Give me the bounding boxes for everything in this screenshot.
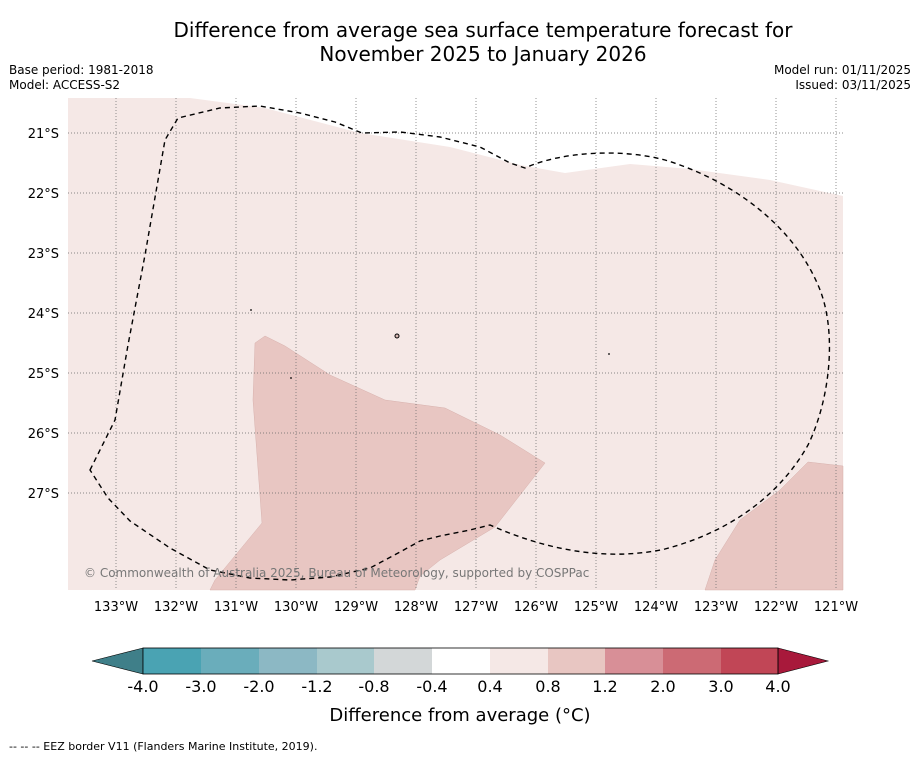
model-run: Model run: 01/11/2025 bbox=[773, 63, 911, 77]
lon-label: 131°W bbox=[214, 600, 258, 615]
island-marker bbox=[290, 377, 292, 379]
lon-label: 133°W bbox=[94, 600, 138, 615]
lon-label: 122°W bbox=[754, 600, 798, 615]
island-marker bbox=[394, 333, 400, 339]
colorbar-segment bbox=[432, 648, 490, 674]
colorbar-tick-label: -2.0 bbox=[243, 677, 274, 696]
anomaly-region-medium-southeast bbox=[704, 461, 844, 591]
colorbar-segment bbox=[548, 648, 605, 674]
lat-label: 25°S bbox=[28, 367, 59, 382]
colorbar-tick-label: -4.0 bbox=[127, 677, 158, 696]
colorbar-segment bbox=[490, 648, 548, 674]
island-marker bbox=[608, 353, 610, 355]
colorbar-extend-low bbox=[91, 647, 144, 675]
lat-label: 24°S bbox=[28, 307, 59, 322]
island-marker bbox=[250, 309, 252, 311]
footnote-eez-legend: -- -- -- EEZ border V11 (Flanders Marine… bbox=[9, 740, 318, 753]
base-period: Base period: 1981-2018 bbox=[9, 63, 154, 77]
colorbar-tick-label: 2.0 bbox=[650, 677, 675, 696]
issued-date: Issued: 03/11/2025 bbox=[795, 78, 911, 92]
map-title: Difference from average sea surface temp… bbox=[0, 18, 919, 66]
colorbar-tick-label: 3.0 bbox=[708, 677, 733, 696]
lat-labels: 21°S 22°S 23°S 24°S 25°S 26°S 27°S bbox=[28, 127, 59, 502]
colorbar-segment bbox=[201, 648, 259, 674]
lon-label: 125°W bbox=[574, 600, 618, 615]
lon-labels: 133°W 132°W 131°W 130°W 129°W 128°W 127°… bbox=[94, 600, 858, 615]
colorbar-segment bbox=[663, 648, 721, 674]
colorbar-tick-label: 1.2 bbox=[592, 677, 617, 696]
copyright-notice: © Commonwealth of Australia 2025, Bureau… bbox=[84, 566, 589, 580]
title-line-1: Difference from average sea surface temp… bbox=[173, 18, 793, 42]
colorbar-tick-label: 4.0 bbox=[765, 677, 790, 696]
colorbar-frame bbox=[142, 647, 779, 675]
colorbar-tick-label: -0.8 bbox=[358, 677, 389, 696]
lat-label: 27°S bbox=[28, 487, 59, 502]
colorbar-segment bbox=[374, 648, 432, 674]
colorbar-tick-label: 0.4 bbox=[477, 677, 502, 696]
colorbar-tick-label: -1.2 bbox=[301, 677, 332, 696]
colorbar-segment bbox=[259, 648, 317, 674]
lat-label: 22°S bbox=[28, 187, 59, 202]
lon-label: 121°W bbox=[814, 600, 858, 615]
meta-right: Model run: 01/11/2025 Issued: 03/11/2025 bbox=[774, 63, 911, 93]
lat-label: 21°S bbox=[28, 127, 59, 142]
lon-label: 123°W bbox=[694, 600, 738, 615]
colorbar-tick-label: -3.0 bbox=[185, 677, 216, 696]
lon-label: 126°W bbox=[514, 600, 558, 615]
lat-label: 26°S bbox=[28, 427, 59, 442]
colorbar-segment bbox=[143, 648, 201, 674]
colorbar: -4.0 -3.0 -2.0 -1.2 -0.8 -0.4 0.4 0.8 1.… bbox=[91, 647, 830, 726]
model-name: Model: ACCESS-S2 bbox=[9, 78, 121, 92]
lon-label: 132°W bbox=[154, 600, 198, 615]
map-panel bbox=[68, 98, 844, 591]
colorbar-segment bbox=[605, 648, 663, 674]
lon-label: 127°W bbox=[454, 600, 498, 615]
lat-label: 23°S bbox=[28, 247, 59, 262]
colorbar-segment bbox=[721, 648, 778, 674]
anomaly-region-medium-central bbox=[209, 335, 546, 591]
colorbar-tick-label: -0.4 bbox=[416, 677, 447, 696]
colorbar-tick-label: 0.8 bbox=[535, 677, 560, 696]
gridlines bbox=[68, 98, 843, 590]
lon-label: 129°W bbox=[334, 600, 378, 615]
colorbar-title: Difference from average (°C) bbox=[329, 705, 590, 726]
title-line-2: November 2025 to January 2026 bbox=[319, 42, 647, 66]
lon-label: 124°W bbox=[634, 600, 678, 615]
colorbar-extend-high bbox=[777, 647, 830, 675]
lon-label: 130°W bbox=[274, 600, 318, 615]
lon-label: 128°W bbox=[394, 600, 438, 615]
meta-left: Base period: 1981-2018 Model: ACCESS-S2 bbox=[9, 63, 154, 93]
colorbar-segment bbox=[317, 648, 374, 674]
